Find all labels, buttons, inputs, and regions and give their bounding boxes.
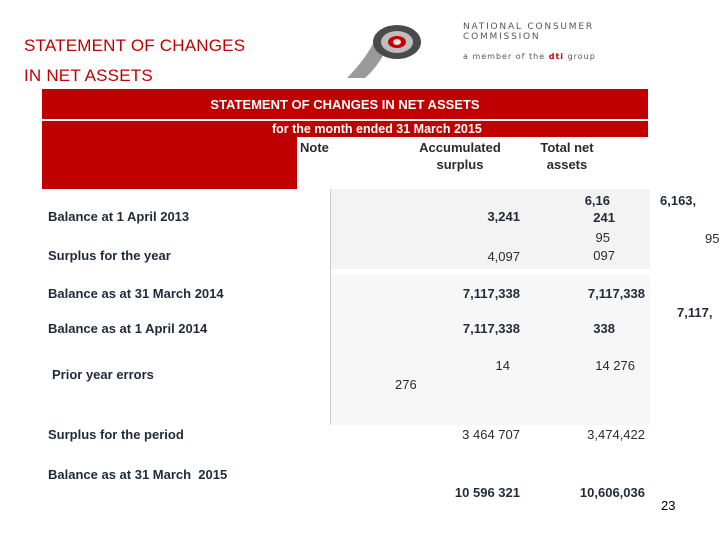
ncc-logo: NATIONAL CONSUMER COMMISSION a member of… — [345, 12, 605, 82]
row-total-balance-mar2014: 7,117,338 — [587, 286, 645, 301]
org-name: NATIONAL CONSUMER COMMISSION — [463, 22, 594, 42]
table-banner: STATEMENT OF CHANGES IN NET ASSETS — [42, 88, 648, 119]
row-total-balance-apr2014: 338 — [593, 321, 615, 336]
header-total: Total net assets — [522, 139, 612, 173]
row-accumulated-balance-mar2014: 7,117,338 — [462, 286, 520, 301]
row-label-surplus-period: Surplus for the period — [48, 427, 184, 442]
row-overflow-surplus-year: 95 — [705, 231, 720, 246]
page-number: 23 — [661, 498, 676, 513]
header-accumulated-line1: Accumulated — [419, 140, 501, 155]
period-text: for the month ended 31 March 2015 — [272, 122, 482, 136]
row-accumulated-surplus-year: 4,097 — [487, 249, 520, 264]
column-divider — [330, 189, 331, 425]
shade-block-mid — [330, 275, 650, 425]
header-total-line1: Total net — [540, 140, 594, 155]
row-total-top-surplus-year: 95 — [595, 230, 610, 245]
row-total-top-balance-2013: 6,16 — [584, 193, 610, 208]
row-accumulated-prior-year: 14 — [495, 358, 510, 373]
row-total-bottom-balance-2013: 241 — [593, 210, 615, 225]
row-total-surplus-period: 3,474,422 — [587, 427, 645, 442]
row-label-balance-2013: Balance at 1 April 2013 — [48, 209, 190, 224]
row-accumulated-balance-2013: 3,241 — [487, 209, 520, 224]
row-label-balance-mar2014: Balance as at 31 March 2014 — [48, 286, 224, 301]
row-note-prior-year: 276 — [395, 377, 417, 392]
tape-roll-icon — [347, 25, 421, 78]
page-title-line2: IN NET ASSETS — [24, 66, 153, 85]
header-left-block — [42, 137, 297, 189]
row-overflow-balance-apr2014: 7,117, — [677, 305, 713, 320]
row-total-balance-mar2015: 10,606,036 — [579, 485, 645, 500]
row-label-balance-apr2014: Balance as at 1 April 2014 — [48, 321, 208, 336]
row-label-balance-mar2015: Balance as at 31 March 2015 — [48, 467, 228, 482]
page-title-line1: STATEMENT OF CHANGES — [24, 36, 246, 55]
row-accumulated-balance-mar2015: 10 596 321 — [454, 485, 520, 500]
row-overflow-balance-2013: 6,163, — [660, 193, 697, 208]
row-accumulated-surplus-period: 3 464 707 — [462, 427, 520, 442]
shade-block-top — [330, 189, 650, 269]
header-accumulated: Accumulated surplus — [405, 139, 515, 173]
row-total-prior-year: 14 276 — [595, 358, 635, 373]
header-total-line2: assets — [546, 157, 588, 172]
tagline-brand: dti — [548, 52, 565, 61]
org-tagline: a member of the dti group — [463, 52, 596, 61]
header-accumulated-line2: surplus — [436, 157, 484, 172]
tagline-post: group — [567, 52, 596, 61]
banner-text: STATEMENT OF CHANGES IN NET ASSETS — [210, 97, 480, 112]
tagline-pre: a member of the — [463, 52, 546, 61]
row-label-surplus-year: Surplus for the year — [48, 248, 171, 263]
row-total-bottom-surplus-year: 097 — [593, 248, 615, 263]
header-note: Note — [300, 140, 329, 155]
period-bar: for the month ended 31 March 2015 — [42, 121, 648, 137]
row-label-prior-year: Prior year errors — [52, 367, 154, 382]
row-accumulated-balance-apr2014: 7,117,338 — [462, 321, 520, 336]
